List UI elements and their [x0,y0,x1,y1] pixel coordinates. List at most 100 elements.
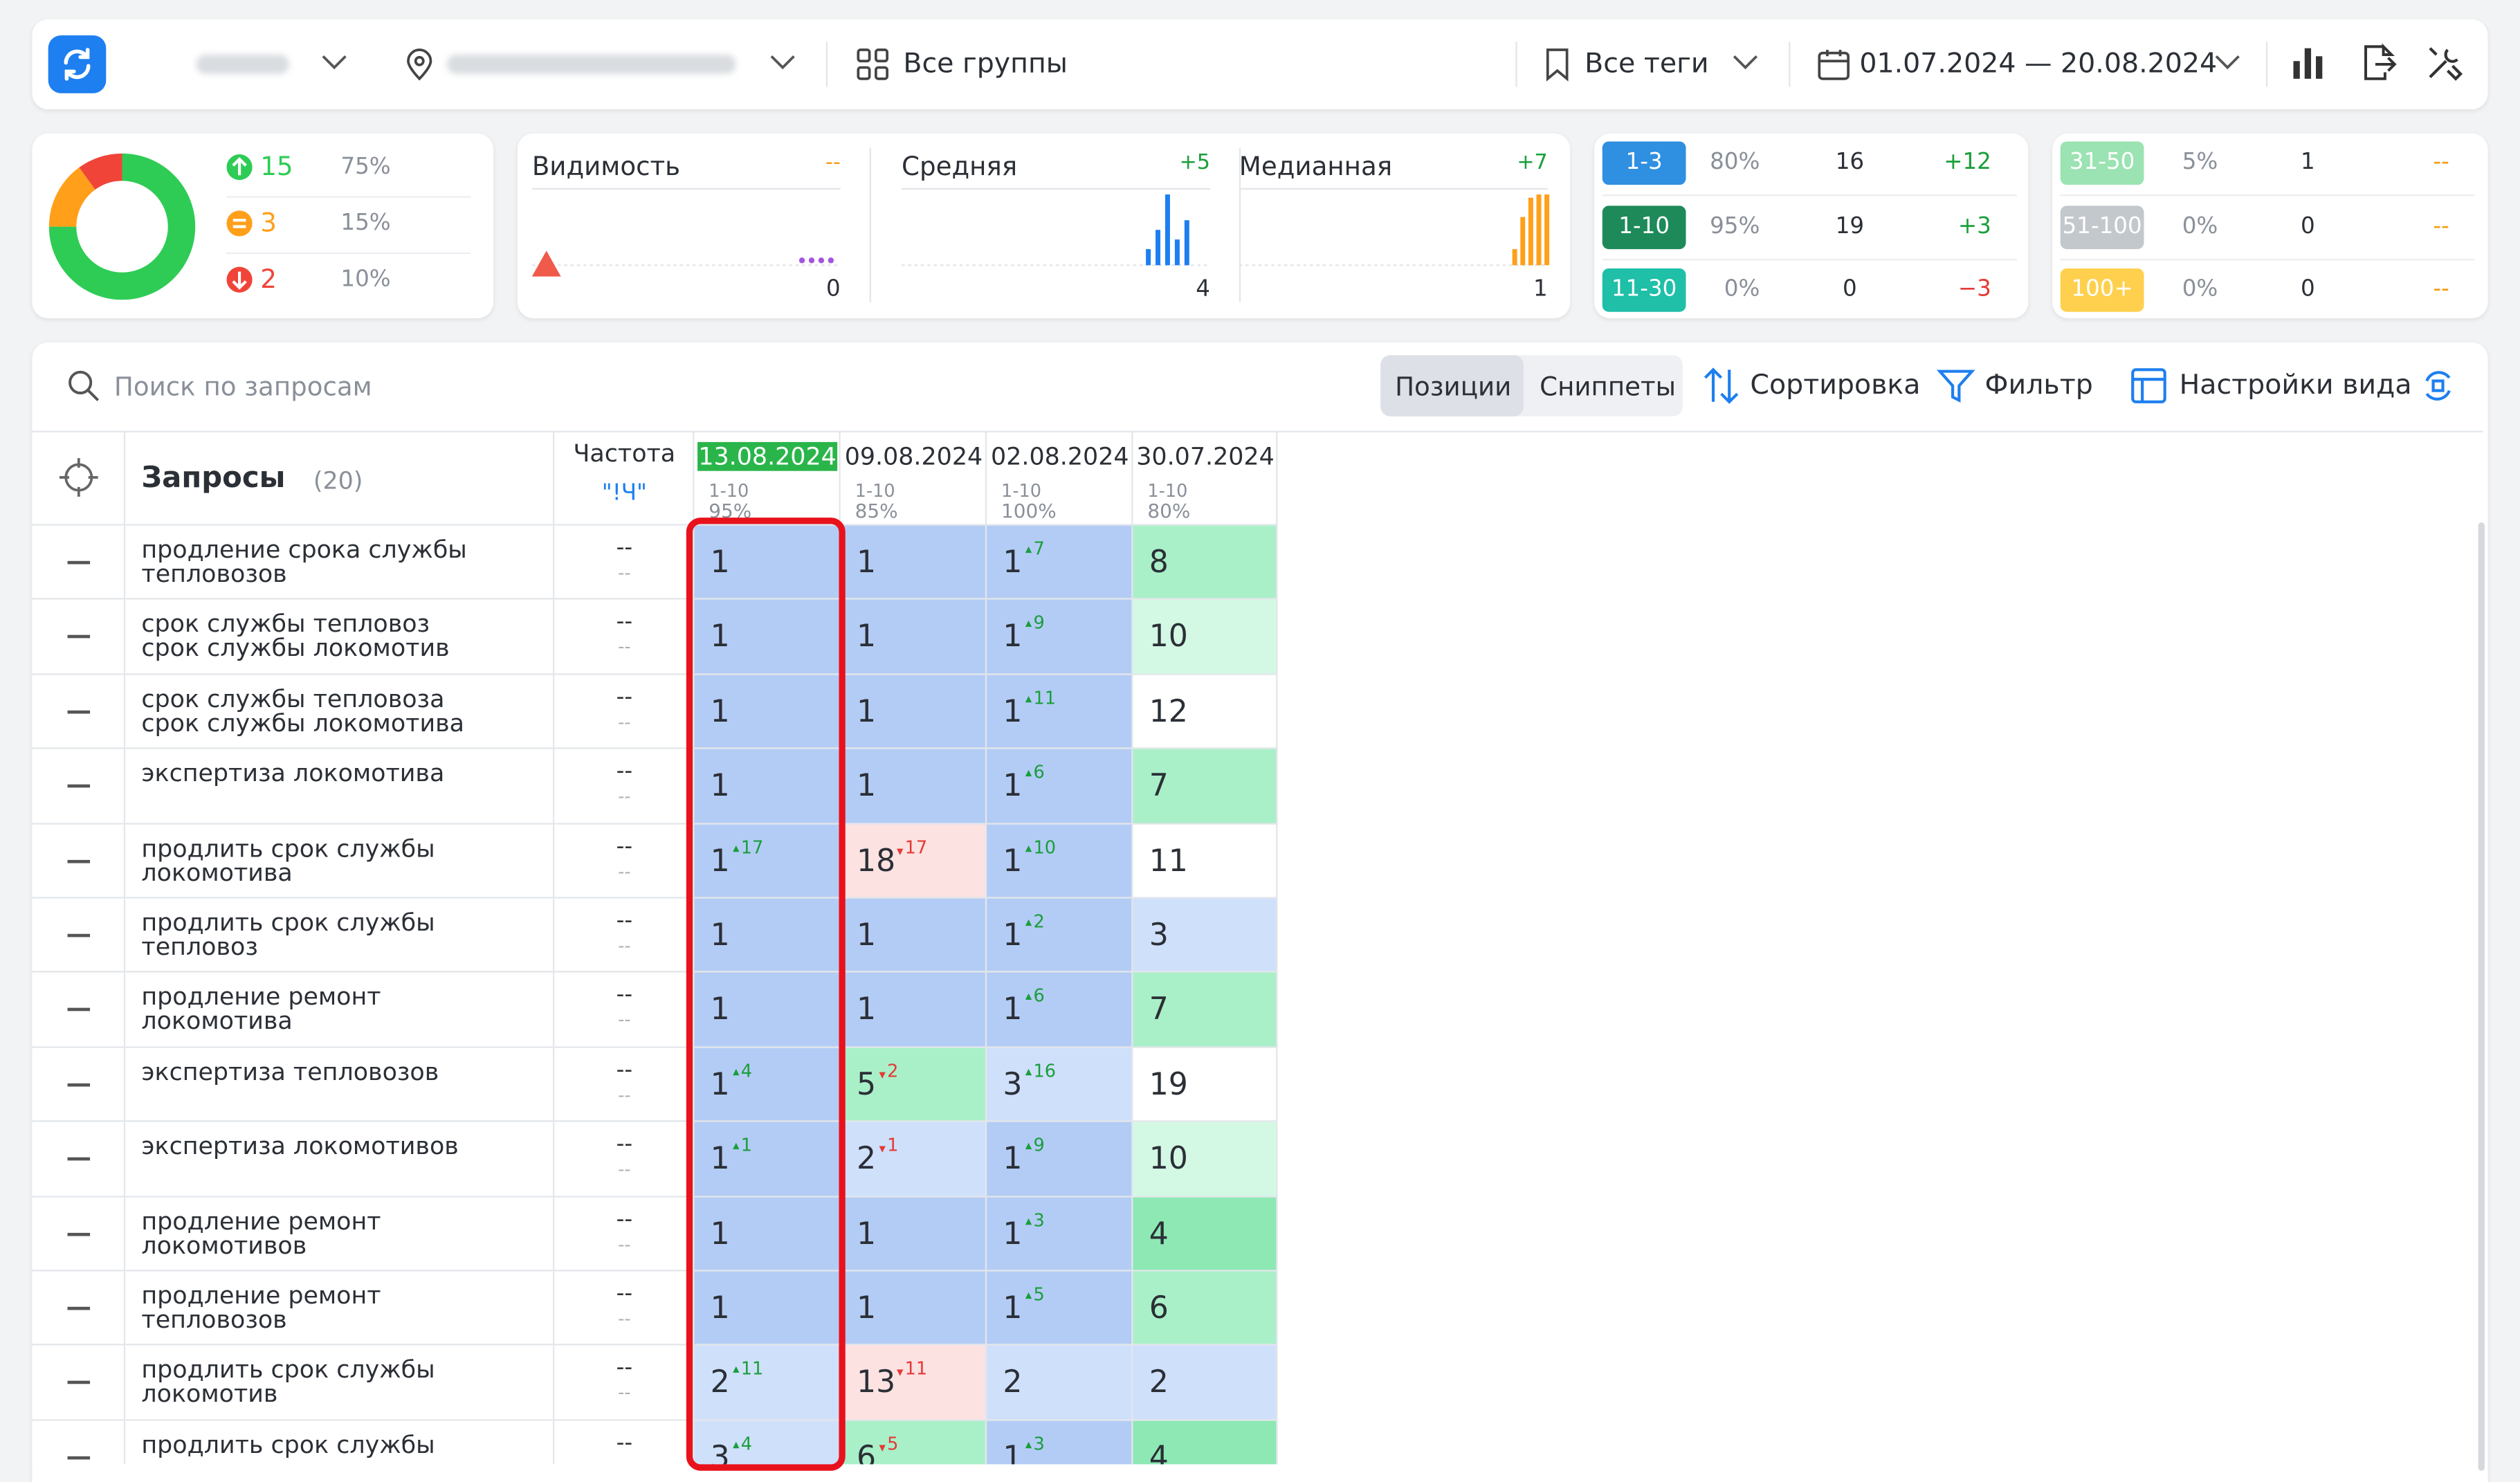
position-cell [840,525,987,601]
tags-select[interactable]: Все теги [1585,48,1709,81]
row-cell [125,525,555,601]
position: 1 [856,1290,877,1326]
row-cell [554,898,695,973]
position: 1 [710,843,730,879]
sync-button[interactable] [2420,368,2456,403]
position-cell [1133,1196,1278,1272]
position-change: 11 [1033,687,1057,709]
down-arrow [879,1146,886,1153]
position: 6 [856,1440,877,1465]
divider [1789,42,1791,87]
down-arrow [897,848,904,854]
position: 1 [1003,545,1023,580]
range-label: 1-3 [1625,149,1663,176]
divider [531,187,841,190]
calendar-icon [1818,50,1850,80]
position-cell [840,749,987,824]
groups-select[interactable]: Все группы [903,48,1068,81]
refresh-button[interactable] [48,35,107,93]
position-cell [987,898,1133,973]
position-change: 10 [1033,836,1057,858]
range-change: -- [2433,149,2449,176]
row-toggle [67,1158,91,1161]
position: 6 [1149,1290,1169,1326]
row-cell [125,600,555,675]
position: 1 [710,1290,730,1326]
row-toggle [67,933,91,937]
range-change: -- [2433,276,2449,302]
range-label: 31-50 [2069,149,2135,176]
position-cell [1133,1420,1278,1465]
position-cell [1133,749,1278,824]
header-cell [1133,432,1278,526]
metric-change: -- [825,151,841,176]
position: 1 [1003,917,1023,953]
row-cell [554,525,695,601]
range-badge [2060,141,2144,185]
tab[interactable]: Сниппеты [1540,371,1676,402]
position-cell [694,1048,841,1123]
frequency: -- [618,861,631,882]
sort-button[interactable]: Сортировка [1750,369,1921,402]
position-cell [840,1196,987,1272]
sparkline [531,250,838,277]
range-change: -- [2433,212,2449,239]
frequency: -- [616,610,633,636]
divider [226,196,471,198]
position: 4 [1149,1440,1169,1465]
position: 1 [856,1216,877,1252]
spark-bar [1156,230,1160,266]
export-button[interactable] [2359,43,2398,82]
header-cell [32,432,126,526]
divider [902,187,1210,190]
position-change: 9 [1033,613,1045,634]
position-cell [987,749,1133,824]
view-settings-button[interactable]: Настройки вида [2179,369,2412,402]
search-icon [69,370,100,401]
divider [1602,257,2017,260]
date-range-select[interactable]: 01.07.2024 — 20.08.2024 [1859,48,2218,81]
spark-dot [798,257,805,264]
down-arrow [879,1445,886,1452]
location-select[interactable] [446,54,736,74]
sparkline [902,194,1207,266]
date-header: 13.08.2024 [697,441,838,471]
range-badge [2060,205,2144,248]
frequency: -- [616,1131,633,1158]
chevron [1733,55,1758,70]
target-icon[interactable] [59,458,98,497]
row-cell [32,600,126,675]
divider [2266,42,2268,87]
position: 13 [856,1365,896,1401]
date-range: 1-10 [709,480,749,502]
position: 7 [1149,768,1169,805]
metric-name: Средняя [902,151,1018,182]
groups-icon [857,48,888,80]
divider [1602,194,2017,196]
search-input[interactable]: Поиск по запросам [113,371,372,402]
up-arrow [1025,1068,1032,1075]
status-icon [226,154,253,181]
position-change: 3 [1033,1209,1045,1231]
tab[interactable]: Позиции [1395,371,1512,402]
position: 1 [856,545,877,580]
position-change: 3 [1033,1433,1045,1455]
position-cell [987,1346,1133,1421]
range-count: 19 [1835,212,1865,239]
frequency: -- [616,684,633,711]
region-select[interactable] [196,54,290,74]
range-change: −3 [1957,276,1991,302]
range-badge [1602,141,1686,185]
range-change: +12 [1944,149,1991,176]
row-toggle [67,1008,91,1012]
settings-button[interactable] [2425,44,2464,82]
position-cell [1133,898,1278,973]
position-change: 1 [740,1135,753,1156]
spark-dot [818,257,825,264]
metrics-card [517,133,1571,318]
filter-button[interactable]: Фильтр [1984,369,2093,402]
chart-button[interactable] [2292,45,2327,80]
divider [2060,194,2475,196]
row-toggle [67,1232,91,1236]
